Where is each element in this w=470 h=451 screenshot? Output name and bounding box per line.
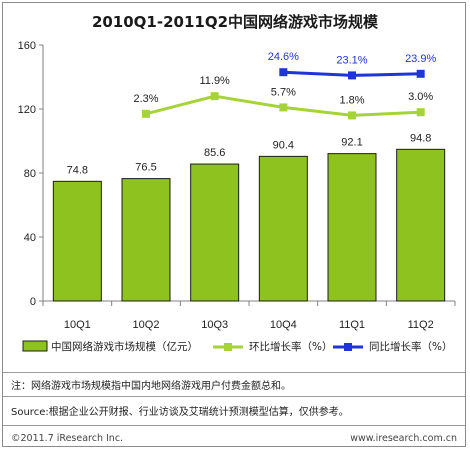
- x-tick-label: 10Q2: [133, 319, 160, 331]
- mom-growth-marker: [348, 111, 356, 120]
- x-tick-label: 10Q3: [201, 319, 228, 331]
- mom-growth-marker: [279, 103, 288, 112]
- chart-frame: 2010Q1-2011Q2中国网络游戏市场规模 0 40 80 120 160 74.8 7…: [2, 2, 466, 447]
- bar-value-label: 74.8: [67, 164, 88, 176]
- url-link[interactable]: www.iresearch.com.cn: [350, 433, 457, 444]
- x-tick-label: 10Q1: [64, 319, 91, 331]
- y-tick-label: 160: [18, 40, 36, 52]
- legend-swatch-marker: [224, 343, 232, 351]
- mom-growth-label: 1.8%: [339, 94, 364, 106]
- mom-growth-label: 2.3%: [133, 93, 158, 105]
- note-text: 注：网络游戏市场规模指中国内地网络游戏用户付费金额总和。: [11, 381, 291, 392]
- divider-line: [3, 425, 465, 426]
- y-tick-label: 40: [24, 232, 36, 244]
- bar-value-label: 85.6: [204, 147, 225, 159]
- y-tick-label: 0: [30, 296, 36, 308]
- yoy-growth-marker: [279, 68, 288, 77]
- bar-value-label: 76.5: [135, 162, 156, 174]
- bar: [327, 153, 377, 302]
- yoy-growth-marker: [416, 69, 425, 78]
- yoy-growth-marker: [348, 71, 356, 80]
- divider-line: [3, 372, 465, 373]
- mom-growth-label: 3.0%: [408, 91, 433, 103]
- bar: [52, 180, 102, 302]
- yoy-growth-label: 24.6%: [268, 51, 299, 63]
- legend-label: 中国网络游戏市场规模（亿元）: [51, 340, 198, 353]
- x-tick-label: 10Q4: [270, 319, 297, 331]
- chart-canvas: 0 40 80 120 160 74.8 76.5 85.6 90.4 92.1 94.8 10Q1 1…: [18, 40, 456, 353]
- yoy-growth-label: 23.9%: [405, 53, 436, 65]
- mom-growth-marker: [142, 109, 150, 118]
- mom-growth-label: 11.9%: [199, 75, 230, 87]
- bar: [190, 163, 240, 302]
- bar: [121, 178, 171, 302]
- bar-value-label: 92.1: [341, 137, 362, 149]
- chart-title: 2010Q1-2011Q2中国网络游戏市场规模: [91, 13, 379, 31]
- y-tick-label: 120: [18, 104, 36, 116]
- mom-growth-label: 5.7%: [271, 86, 296, 98]
- legend-swatch-bar: [22, 340, 48, 352]
- copyright-text: ©2011.7 iResearch Inc.: [11, 433, 124, 444]
- bar-value-label: 90.4: [273, 139, 294, 151]
- mom-growth-marker: [416, 108, 425, 117]
- mom-growth-marker: [210, 92, 219, 101]
- bar-value-label: 94.8: [410, 132, 431, 144]
- bar: [396, 148, 446, 302]
- bar: [258, 155, 308, 302]
- x-tick-label: 11Q2: [408, 319, 434, 331]
- x-tick-label: 11Q1: [339, 319, 365, 331]
- legend-swatch-marker: [344, 343, 352, 351]
- source-text: Source:根据企业公开财报、行业访谈及艾瑞统计预测模型估算，仅供参考。: [11, 407, 349, 418]
- divider-line: [3, 396, 465, 397]
- legend-label: 同比增长率（%）: [369, 340, 452, 353]
- legend-label: 环比增长率（%）: [249, 340, 332, 353]
- yoy-growth-label: 23.1%: [336, 54, 367, 66]
- y-tick-label: 80: [24, 168, 36, 180]
